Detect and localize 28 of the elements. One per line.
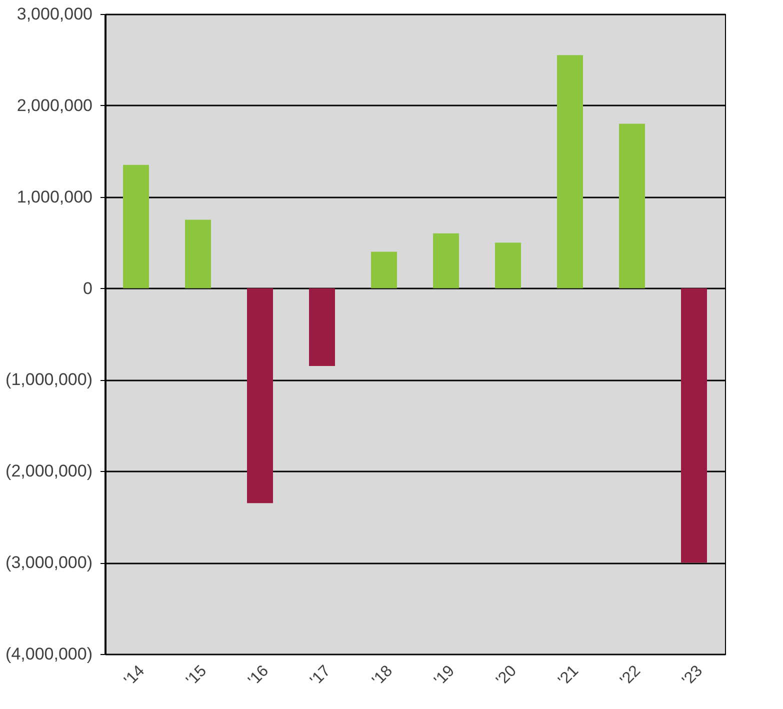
bar xyxy=(309,288,335,366)
y-tick-label: 1,000,000 xyxy=(16,187,92,206)
x-tick-label: '14 xyxy=(121,662,148,690)
bar xyxy=(371,252,397,288)
x-tick-label: '18 xyxy=(369,662,396,690)
x-tick-label: '20 xyxy=(493,662,520,690)
bar xyxy=(433,233,459,288)
bar xyxy=(557,55,583,288)
x-tick-label: '19 xyxy=(431,662,458,690)
y-tick-label: (2,000,000) xyxy=(6,462,92,481)
x-tick-label: '22 xyxy=(617,662,644,690)
x-tick-label: '17 xyxy=(307,662,334,690)
y-tick-label: 0 xyxy=(83,278,92,298)
bar xyxy=(123,164,149,288)
x-tick-label: '16 xyxy=(245,662,272,690)
bar xyxy=(681,288,707,563)
y-tick-label: (4,000,000) xyxy=(6,644,92,664)
y-tick-label: (3,000,000) xyxy=(6,553,92,572)
y-tick-label: (1,000,000) xyxy=(6,370,92,390)
y-tick-label: 2,000,000 xyxy=(16,96,92,115)
x-tick-label: '21 xyxy=(555,662,582,690)
bar xyxy=(247,288,273,504)
bar xyxy=(495,242,521,288)
x-tick-label: '15 xyxy=(183,662,210,690)
x-tick-label: '23 xyxy=(679,662,706,690)
bar xyxy=(185,220,211,288)
bar xyxy=(619,124,645,288)
y-tick-label: 3,000,000 xyxy=(16,4,92,24)
